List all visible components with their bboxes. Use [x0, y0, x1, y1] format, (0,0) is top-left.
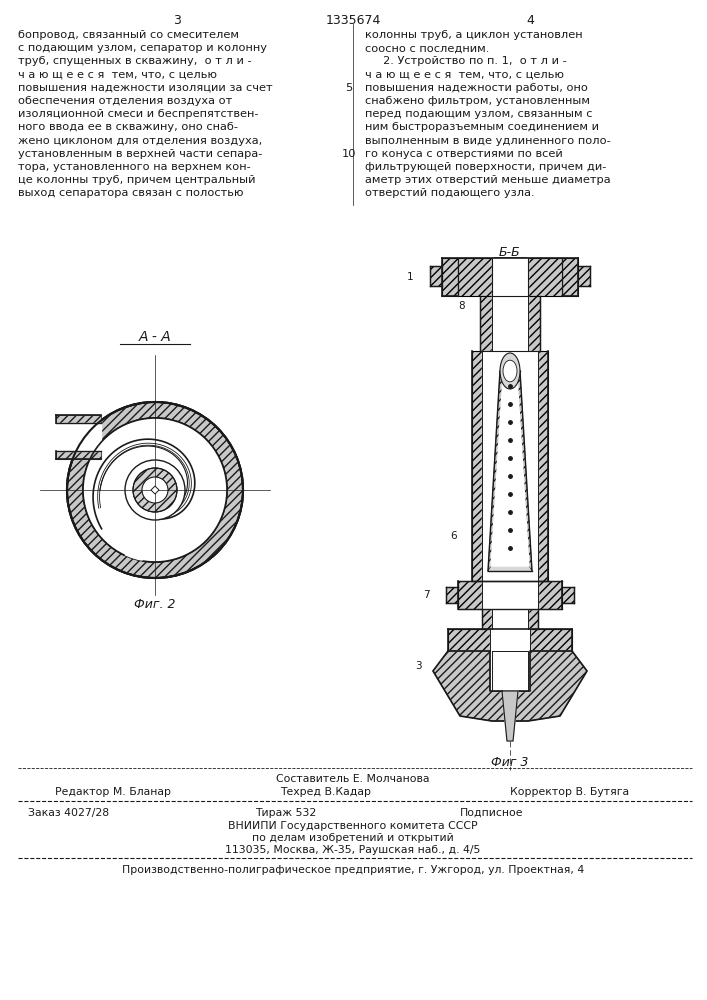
Bar [530, 629, 572, 651]
Text: Фиг. 2: Фиг. 2 [134, 598, 176, 611]
Text: жено циклоном для отделения воздуха,: жено циклоном для отделения воздуха, [18, 136, 262, 146]
Text: Редактор М. Бланар: Редактор М. Бланар [55, 787, 171, 797]
Circle shape [67, 402, 243, 578]
Text: обеспечения отделения воздуха от: обеспечения отделения воздуха от [18, 96, 233, 106]
Text: Б-Б: Б-Б [499, 246, 521, 259]
Text: перед подающим узлом, связанным с: перед подающим узлом, связанным с [365, 109, 592, 119]
Text: 3: 3 [173, 14, 181, 27]
Bar [472, 351, 482, 581]
Bar [538, 581, 562, 609]
Bar [528, 296, 540, 351]
Text: фильтрующей поверхности, причем ди-: фильтрующей поверхности, причем ди- [365, 162, 607, 172]
Text: отверстий подающего узла.: отверстий подающего узла. [365, 188, 534, 198]
Bar [458, 581, 482, 609]
Text: 8: 8 [459, 301, 465, 311]
Text: снабжено фильтром, установленным: снабжено фильтром, установленным [365, 96, 590, 106]
Text: Фиг 3: Фиг 3 [491, 756, 529, 769]
Polygon shape [492, 258, 528, 296]
Text: 113035, Москва, Ж-35, Раушская наб., д. 4/5: 113035, Москва, Ж-35, Раушская наб., д. … [226, 845, 481, 855]
Polygon shape [488, 371, 503, 571]
Text: 7: 7 [423, 590, 429, 600]
Bar [528, 258, 562, 296]
Text: ВНИИПИ Государственного комитета СССР: ВНИИПИ Государственного комитета СССР [228, 821, 478, 831]
Circle shape [125, 460, 185, 520]
Text: Техред В.Кадар: Техред В.Кадар [280, 787, 371, 797]
Bar [528, 609, 538, 629]
Polygon shape [492, 296, 528, 351]
Text: А - А: А - А [139, 330, 171, 344]
Text: ним быстроразъемным соединением и: ним быстроразъемным соединением и [365, 122, 599, 132]
Text: 6: 6 [450, 531, 457, 541]
Text: повышения надежности изоляции за счет: повышения надежности изоляции за счет [18, 83, 273, 93]
Polygon shape [56, 451, 101, 459]
Text: ч а ю щ е е с я  тем, что, с целью: ч а ю щ е е с я тем, что, с целью [18, 70, 217, 80]
Text: аметр этих отверстий меньше диаметра: аметр этих отверстий меньше диаметра [365, 175, 611, 185]
Text: Подписное: Подписное [460, 808, 523, 818]
Circle shape [142, 477, 168, 503]
Bar [446, 587, 458, 603]
Polygon shape [433, 651, 587, 721]
Polygon shape [517, 371, 532, 571]
Polygon shape [491, 376, 529, 566]
Text: ного ввода ее в скважину, оно снаб-: ного ввода ее в скважину, оно снаб- [18, 122, 238, 132]
Bar [482, 609, 492, 629]
Text: 5: 5 [454, 629, 460, 639]
Polygon shape [488, 371, 532, 571]
Text: ч а ю щ е е с я  тем, что, с целью: ч а ю щ е е с я тем, что, с целью [365, 70, 564, 80]
Text: выполненным в виде удлиненного поло-: выполненным в виде удлиненного поло- [365, 136, 611, 146]
Ellipse shape [500, 353, 520, 389]
Text: установленным в верхней части сепара-: установленным в верхней части сепара- [18, 149, 262, 159]
Text: Тираж 532: Тираж 532 [255, 808, 316, 818]
Text: бопровод, связанный со смесителем: бопровод, связанный со смесителем [18, 30, 239, 40]
Bar [458, 258, 492, 296]
Bar [480, 296, 492, 351]
Polygon shape [482, 351, 538, 581]
Polygon shape [492, 609, 528, 629]
Text: Заказ 4027/28: Заказ 4027/28 [28, 808, 109, 818]
Text: Корректор В. Бутяга: Корректор В. Бутяга [510, 787, 629, 797]
Text: выход сепаратора связан с полостью: выход сепаратора связан с полостью [18, 188, 243, 198]
Text: изоляционной смеси и беспрепятствен-: изоляционной смеси и беспрепятствен- [18, 109, 259, 119]
Polygon shape [502, 691, 518, 741]
Text: 10: 10 [341, 149, 356, 159]
Text: 5: 5 [346, 83, 353, 93]
Text: 1: 1 [407, 272, 414, 282]
Text: тора, установленного на верхнем кон-: тора, установленного на верхнем кон- [18, 162, 251, 172]
Bar [538, 351, 548, 581]
Polygon shape [482, 581, 538, 609]
Text: колонны труб, а циклон установлен: колонны труб, а циклон установлен [365, 30, 583, 40]
Bar [562, 258, 578, 296]
Text: Производственно-полиграфическое предприятие, г. Ужгород, ул. Проектная, 4: Производственно-полиграфическое предприя… [122, 865, 584, 875]
Text: 2. Устройство по п. 1,  о т л и -: 2. Устройство по п. 1, о т л и - [365, 56, 567, 66]
Bar [448, 629, 490, 651]
Text: труб, спущенных в скважину,  о т л и -: труб, спущенных в скважину, о т л и - [18, 56, 252, 66]
Text: повышения надежности работы, оно: повышения надежности работы, оно [365, 83, 588, 93]
Polygon shape [151, 486, 159, 494]
Text: 4: 4 [526, 14, 534, 27]
Polygon shape [56, 415, 101, 423]
Text: це колонны труб, причем центральный: це колонны труб, причем центральный [18, 175, 255, 185]
Bar [430, 266, 442, 286]
Polygon shape [490, 629, 530, 651]
Text: Составитель Е. Молчанова: Составитель Е. Молчанова [276, 774, 430, 784]
Bar [562, 587, 574, 603]
Polygon shape [492, 651, 528, 691]
Text: 1335674: 1335674 [325, 14, 380, 27]
Circle shape [133, 468, 177, 512]
Text: по делам изобретений и открытий: по делам изобретений и открытий [252, 833, 454, 843]
Polygon shape [56, 423, 101, 451]
Text: 3: 3 [415, 661, 421, 671]
Bar [442, 258, 458, 296]
Text: го конуса с отверстиями по всей: го конуса с отверстиями по всей [365, 149, 563, 159]
Text: соосно с последним.: соосно с последним. [365, 43, 489, 53]
Ellipse shape [503, 360, 517, 382]
Circle shape [83, 418, 227, 562]
Circle shape [83, 418, 227, 562]
Text: с подающим узлом, сепаратор и колонну: с подающим узлом, сепаратор и колонну [18, 43, 267, 53]
Bar [578, 266, 590, 286]
